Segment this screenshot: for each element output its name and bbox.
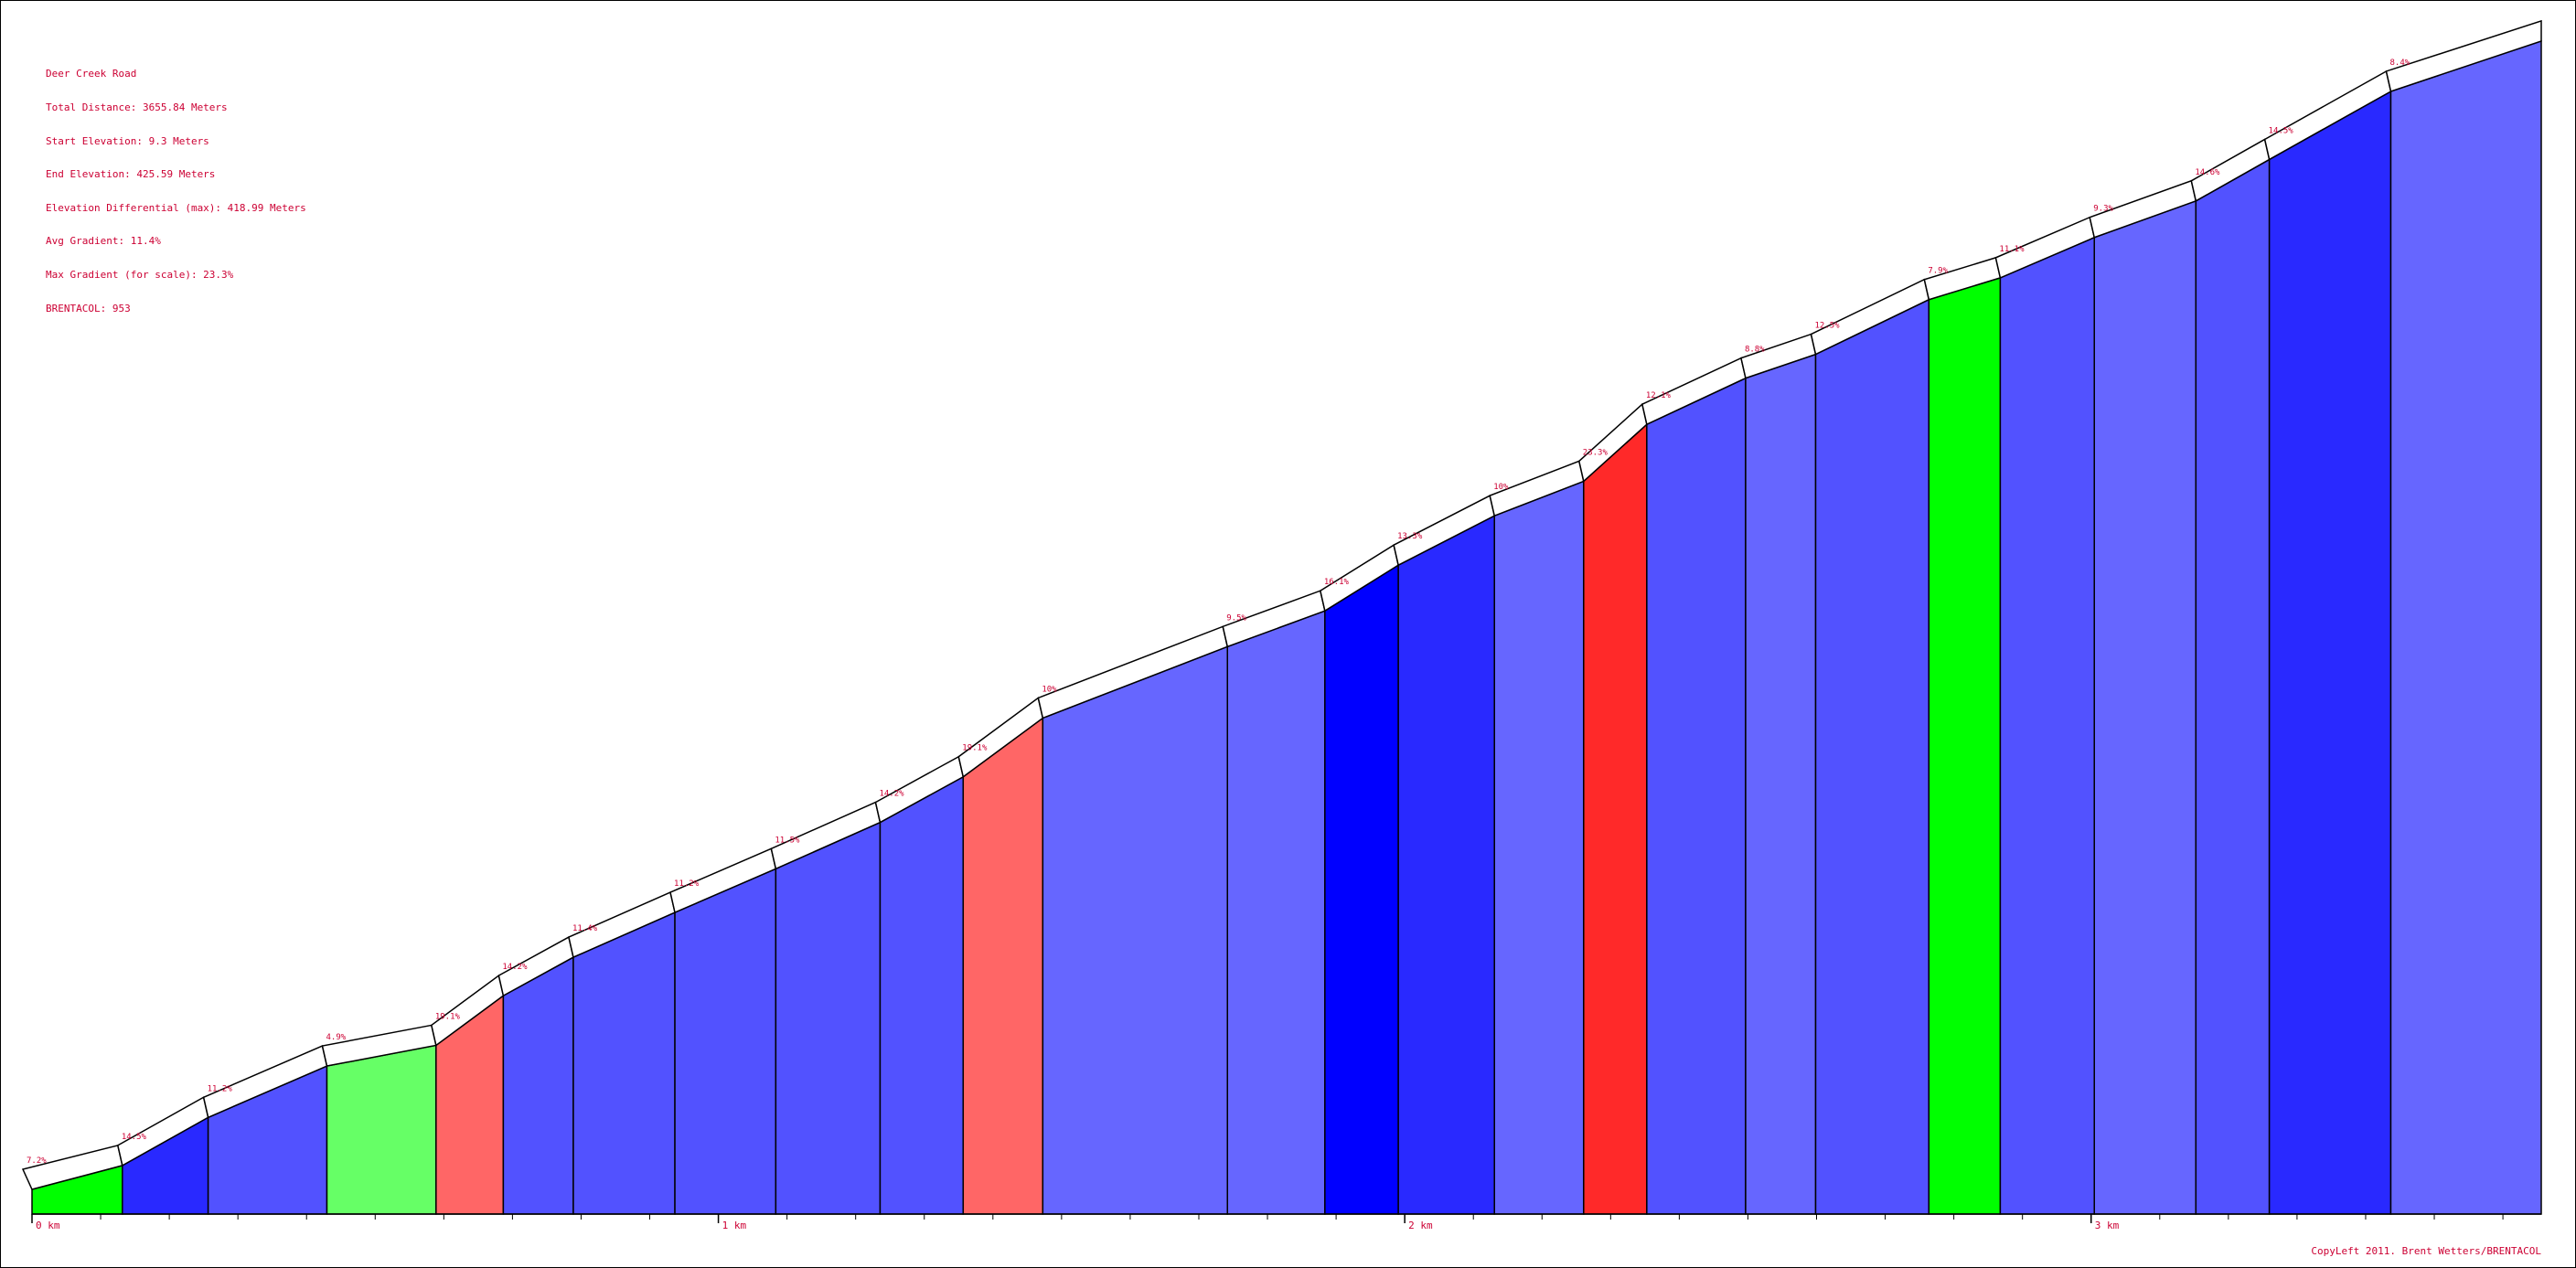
end-elevation: End Elevation: 425.59 Meters <box>46 168 216 181</box>
gradient-label: 8.8% <box>1745 346 1765 355</box>
gradient-segment <box>1646 377 1747 1215</box>
info-panel: Deer Creek Road Total Distance: 3655.84 … <box>46 47 306 336</box>
gradient-label: 7.2% <box>27 1156 47 1166</box>
gradient-segment <box>572 911 676 1215</box>
gradient-label: 14.2% <box>879 790 904 799</box>
gradient-segment <box>1493 480 1585 1215</box>
gradient-segment <box>775 821 882 1215</box>
gradient-label: 8.4% <box>2389 59 2410 68</box>
gradient-segment <box>502 955 574 1215</box>
gradient-label: 23.3% <box>1583 448 1609 457</box>
x-tick-label: 1 km <box>722 1220 747 1231</box>
gradient-label: 14.2% <box>502 963 528 972</box>
gradient-label: 10% <box>1042 685 1057 694</box>
segments-layer <box>31 39 2542 1215</box>
gradient-segment <box>674 868 777 1215</box>
gradient-segment <box>1814 298 1930 1215</box>
x-axis: 0 km 1 km 2 km 3 km <box>31 1213 2541 1231</box>
gradient-label: 19.1% <box>435 1012 461 1021</box>
gradient-label: 14.5% <box>2269 126 2294 135</box>
gradient-segment <box>1397 514 1495 1215</box>
route-title: Deer Creek Road <box>46 68 137 80</box>
gradient-segment <box>1324 563 1399 1215</box>
gradient-label: 13.3% <box>1397 532 1423 541</box>
elevation-differential: Elevation Differential (max): 418.99 Met… <box>46 201 306 214</box>
avg-gradient: Avg Gradient: 11.4% <box>46 235 161 248</box>
gradient-label: 10% <box>1493 483 1509 492</box>
gradient-label: 4.9% <box>326 1033 346 1042</box>
gradient-label: 19.1% <box>962 744 988 753</box>
gradient-label: 9.5% <box>1226 613 1246 623</box>
gradient-segment <box>2389 39 2542 1215</box>
gradient-label: 11.2% <box>208 1084 233 1093</box>
gradient-segment <box>1745 353 1817 1215</box>
gradient-segment <box>2195 158 2271 1215</box>
start-elevation: Start Elevation: 9.3 Meters <box>46 134 209 147</box>
road-band <box>2385 19 2542 92</box>
gradient-label: 11.1% <box>1999 245 2025 254</box>
gradient-label: 11.2% <box>674 879 700 889</box>
gradient-segment <box>1928 276 2002 1215</box>
gradient-label: 14.5% <box>122 1133 147 1142</box>
gradient-segment <box>1226 610 1326 1215</box>
gradient-segment <box>879 775 965 1215</box>
gradient-labels: 7.2% 14.5% 11.2% 4.9% 19.1% 14.2% 11.4% 11.2% 11… <box>27 59 2410 1166</box>
gradient-segment <box>2268 90 2392 1215</box>
total-distance: Total Distance: 3655.84 Meters <box>46 101 228 114</box>
gradient-segment <box>1999 236 2095 1215</box>
x-tick-label: 2 km <box>1408 1220 1433 1231</box>
gradient-segment <box>326 1044 437 1215</box>
gradient-label: 11.5% <box>775 836 800 845</box>
gradient-label: 12.1% <box>1646 391 1672 400</box>
gradient-label: 9.3% <box>2093 205 2113 214</box>
gradient-segment <box>962 716 1044 1215</box>
gradient-label: 16.1% <box>1324 578 1350 587</box>
x-tick-label: 3 km <box>2095 1220 2120 1231</box>
gradient-segment <box>1583 422 1648 1215</box>
max-gradient: Max Gradient (for scale): 23.3% <box>46 269 234 282</box>
gradient-label: 12.5% <box>1815 322 1841 331</box>
x-tick-label: 0 km <box>36 1220 60 1231</box>
copyright-text: CopyLeft 2011. Brent Wetters/BRENTACOL <box>2311 1245 2541 1257</box>
gradient-label: 11.4% <box>572 924 598 933</box>
gradient-label: 14.6% <box>2195 168 2220 177</box>
gradient-label: 7.9% <box>1928 267 1948 276</box>
road-band-layer <box>21 19 2542 1190</box>
brentacol-score: BRENTACOL: 953 <box>46 302 131 314</box>
gradient-segment <box>2093 199 2197 1215</box>
gradient-segment <box>1042 645 1229 1215</box>
